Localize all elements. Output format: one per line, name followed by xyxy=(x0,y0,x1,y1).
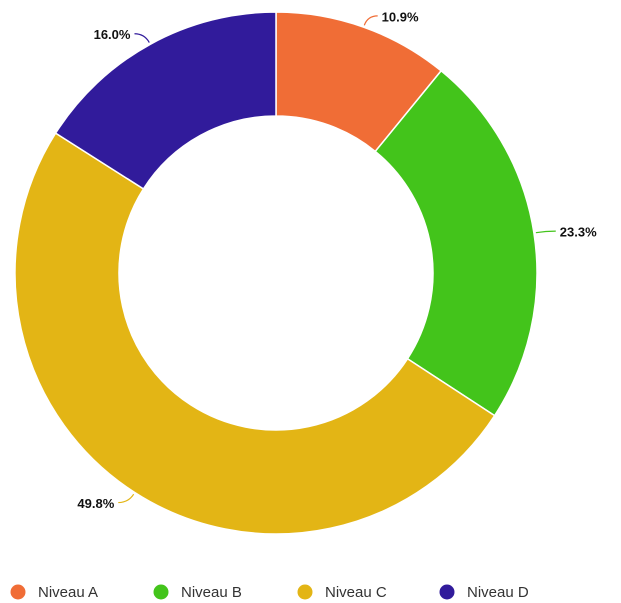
value-label: 23.3% xyxy=(560,225,597,240)
value-label: 10.9% xyxy=(382,9,419,24)
legend-marker xyxy=(297,584,313,600)
legend-label: Niveau A xyxy=(38,584,98,601)
legend-marker xyxy=(153,584,169,600)
leader-line xyxy=(134,33,150,43)
legend-label: Niveau B xyxy=(181,584,242,601)
leader-line xyxy=(535,230,556,234)
donut-slice xyxy=(54,11,277,190)
donut-slice xyxy=(14,132,496,535)
legend-label: Niveau C xyxy=(325,584,387,601)
legend-marker xyxy=(10,584,26,600)
leader-line xyxy=(363,15,378,26)
leader-line xyxy=(118,493,135,504)
value-label: 16.0% xyxy=(94,27,131,42)
legend-marker xyxy=(439,584,455,600)
value-label: 49.8% xyxy=(77,496,114,511)
legend-label: Niveau D xyxy=(467,584,529,601)
donut-slice xyxy=(374,69,538,417)
